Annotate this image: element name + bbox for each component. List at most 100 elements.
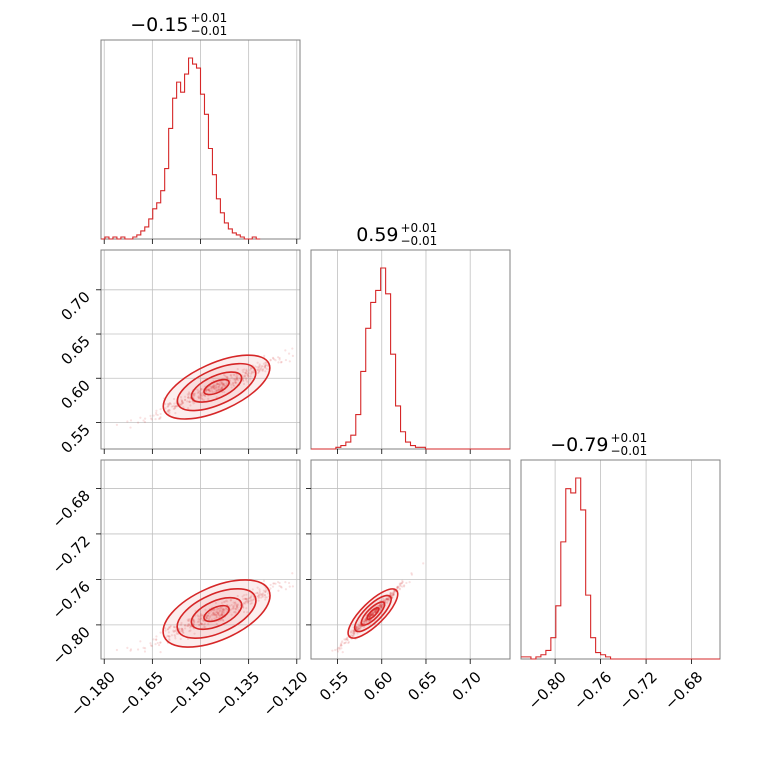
sample-point: [213, 387, 216, 390]
sample-point: [250, 372, 253, 375]
sample-point: [378, 604, 381, 607]
sample-point: [197, 620, 200, 623]
sample-point: [189, 626, 192, 629]
sample-point: [198, 618, 202, 621]
sample-point: [261, 593, 264, 596]
sample-point: [359, 625, 363, 628]
sample-point: [168, 409, 171, 412]
y-tick-label-2-1: −0.76: [49, 578, 94, 623]
sample-point: [182, 631, 185, 634]
sample-point: [256, 368, 259, 371]
sample-point: [369, 615, 372, 618]
sample-point: [242, 602, 245, 605]
sample-point: [259, 366, 263, 370]
sample-point: [255, 595, 258, 598]
sample-point: [217, 614, 220, 617]
sample-point: [173, 626, 176, 629]
sample-point: [193, 632, 196, 635]
sample-point: [241, 377, 245, 380]
sample-point: [264, 363, 267, 367]
sample-point: [233, 604, 236, 607]
sample-point: [200, 622, 204, 626]
density-1-0: [115, 347, 295, 429]
sample-point: [378, 604, 381, 607]
sample-point: [368, 615, 371, 619]
sample-point: [379, 605, 383, 608]
sample-point: [242, 610, 246, 614]
sample-point: [245, 378, 248, 381]
sample-point: [199, 394, 203, 397]
sample-point: [212, 385, 215, 389]
sample-point: [187, 391, 191, 394]
sample-point: [245, 370, 248, 373]
sample-point: [179, 623, 183, 626]
sample-point: [222, 611, 226, 614]
panel-frame: [520, 459, 721, 660]
sample-point: [230, 376, 233, 379]
sample-point: [218, 609, 221, 612]
sample-point: [228, 604, 231, 608]
sample-point: [364, 618, 367, 621]
sample-point: [216, 607, 220, 610]
sample-point: [206, 614, 210, 618]
sample-point: [200, 617, 203, 621]
sample-point: [233, 378, 237, 381]
sample-point: [181, 400, 184, 403]
sample-point: [218, 610, 221, 614]
sample-point: [245, 377, 248, 380]
sample-point: [204, 616, 207, 619]
sample-point: [245, 598, 248, 601]
sample-point: [166, 410, 169, 413]
sample-point: [369, 613, 372, 616]
sample-point: [178, 627, 181, 631]
sample-point: [220, 387, 223, 390]
sample-point: [243, 368, 246, 371]
sample-point: [263, 366, 266, 369]
sample-point: [149, 417, 153, 420]
sample-point: [393, 590, 396, 593]
sample-point: [248, 369, 251, 372]
sample-point: [272, 582, 275, 585]
contour-3: [347, 588, 399, 639]
sample-point: [230, 603, 233, 607]
sample-point: [232, 373, 235, 376]
sample-point: [179, 403, 182, 406]
sample-point: [198, 623, 201, 627]
sample-point: [365, 621, 369, 624]
sample-point: [167, 409, 170, 412]
sample-point: [212, 608, 215, 611]
sample-point: [207, 397, 210, 400]
sample-point: [393, 590, 396, 593]
sample-point: [371, 613, 374, 616]
sample-point: [250, 598, 253, 601]
sample-point: [258, 364, 261, 367]
sample-point: [172, 629, 175, 632]
sample-point: [181, 401, 184, 405]
sample-point: [223, 374, 227, 377]
sample-point: [256, 361, 259, 364]
sample-point: [288, 585, 291, 588]
x-tick-label-1-0: 0.55: [316, 668, 352, 704]
sample-point: [345, 637, 348, 640]
sample-point: [370, 612, 373, 616]
sample-point: [235, 603, 238, 606]
sample-point: [390, 592, 394, 595]
sample-point: [155, 411, 158, 414]
sample-point: [232, 605, 235, 608]
contour-3: [162, 354, 271, 420]
sample-point: [340, 641, 343, 644]
sample-point: [234, 611, 237, 614]
sample-point: [257, 593, 261, 596]
y-tick-label-2-2: −0.72: [49, 532, 94, 577]
sample-point: [392, 593, 395, 596]
sample-point: [278, 358, 281, 361]
sample-point: [220, 386, 223, 389]
sample-point: [179, 630, 182, 633]
sample-point: [383, 599, 386, 602]
x-tick-label-0-2: −0.150: [163, 668, 215, 720]
sample-point: [369, 614, 372, 617]
sample-point: [216, 612, 219, 615]
sample-point: [359, 627, 362, 630]
sample-point: [210, 385, 213, 389]
sample-point: [357, 624, 360, 627]
